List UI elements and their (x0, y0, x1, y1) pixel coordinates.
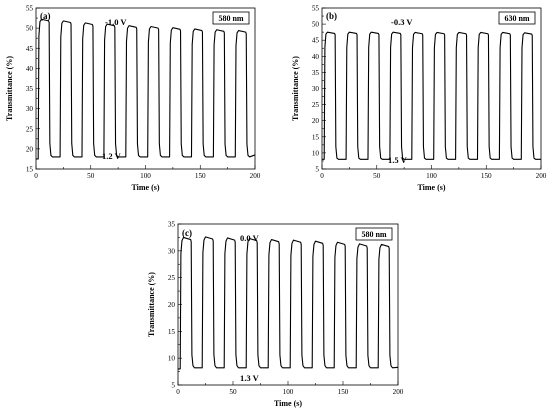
panel-1: 0 50 100 150 200 5 10 15 20 25 30 35 40 45 50 55 Time (s… (291, 5, 547, 193)
x-axis-label: Time (s) (131, 183, 159, 192)
x-tick-label: 150 (481, 172, 492, 180)
bleach-voltage-label: 0.0 V (240, 233, 260, 243)
y-tick-label: 55 (26, 5, 34, 13)
x-tick-label: 150 (195, 172, 206, 180)
y-tick-label: 50 (312, 21, 320, 29)
plot-frame (35, 7, 256, 170)
y-tick-label: 35 (26, 85, 34, 93)
wavelength-label: 630 nm (504, 14, 529, 23)
y-tick-label: 25 (312, 101, 320, 109)
y-tick-label: 20 (168, 301, 176, 309)
x-tick-label: 200 (393, 388, 404, 396)
y-tick-label: 10 (168, 355, 176, 363)
panel-0: 0 50 100 150 200 15 20 25 30 35 40 45 50 55 Time (s) Tr… (5, 5, 261, 193)
wavelength-badge (212, 11, 250, 25)
panel-2: 0 50 100 150 200 5 10 15 20 25 30 35 Time (s) Transmi… (147, 221, 404, 409)
y-tick-label: 5 (315, 166, 319, 174)
panel-label: (b) (326, 11, 337, 21)
y-axis-label: Transmittance (%) (291, 56, 300, 121)
y-tick-label: 50 (26, 25, 34, 33)
color-voltage-label: 1.5 V (388, 155, 408, 165)
x-tick-label: 150 (338, 388, 349, 396)
y-tick-label: 30 (26, 105, 34, 113)
y-tick-label: 40 (26, 65, 34, 73)
y-tick-label: 10 (312, 149, 320, 157)
y-tick-label: 45 (312, 37, 320, 45)
transmittance-trace (36, 18, 256, 160)
y-axis-label: Transmittance (%) (147, 272, 156, 337)
y-axis-label: Transmittance (%) (5, 56, 14, 121)
x-tick-label: 200 (536, 172, 547, 180)
x-tick-label: 50 (229, 388, 237, 396)
bleach-voltage-label: -0.3 V (391, 17, 413, 27)
x-tick-label: 100 (140, 172, 151, 180)
y-tick-label: 15 (26, 166, 34, 174)
y-tick-label: 35 (168, 221, 176, 229)
transmittance-trace (322, 31, 541, 160)
y-tick-label: 20 (312, 117, 320, 125)
y-tick-label: 15 (312, 133, 320, 141)
y-tick-label: 45 (26, 45, 34, 53)
plot-frame (177, 223, 399, 386)
y-tick-label: 55 (312, 5, 320, 13)
y-tick-label: 25 (168, 274, 176, 282)
x-tick-label: 0 (320, 172, 324, 180)
wavelength-badge (498, 11, 536, 25)
color-voltage-label: 1.3 V (240, 373, 260, 383)
y-tick-label: 35 (312, 69, 320, 77)
x-tick-label: 100 (283, 388, 294, 396)
bleach-voltage-label: -1.0 V (105, 17, 127, 27)
y-tick-label: 30 (168, 247, 176, 255)
color-voltage-label: 1.2 V (102, 151, 122, 161)
x-tick-label: 200 (250, 172, 261, 180)
wavelength-label: 580 nm (361, 230, 386, 239)
wavelength-label: 580 nm (218, 14, 243, 23)
x-tick-label: 100 (426, 172, 437, 180)
plot-frame (321, 7, 542, 170)
wavelength-badge (355, 227, 393, 241)
x-tick-label: 0 (176, 388, 180, 396)
transmittance-trace (178, 236, 399, 370)
x-tick-label: 0 (34, 172, 38, 180)
y-tick-label: 15 (168, 328, 176, 336)
y-tick-label: 30 (312, 85, 320, 93)
y-tick-label: 20 (26, 145, 34, 153)
x-axis-label: Time (s) (417, 183, 445, 192)
y-tick-label: 40 (312, 53, 320, 61)
x-axis-label: Time (s) (274, 399, 302, 408)
panel-label: (a) (40, 11, 51, 21)
panel-label: (c) (182, 228, 192, 238)
x-tick-label: 50 (87, 172, 95, 180)
y-tick-label: 5 (171, 382, 175, 390)
y-tick-label: 25 (26, 125, 34, 133)
x-tick-label: 50 (373, 172, 381, 180)
